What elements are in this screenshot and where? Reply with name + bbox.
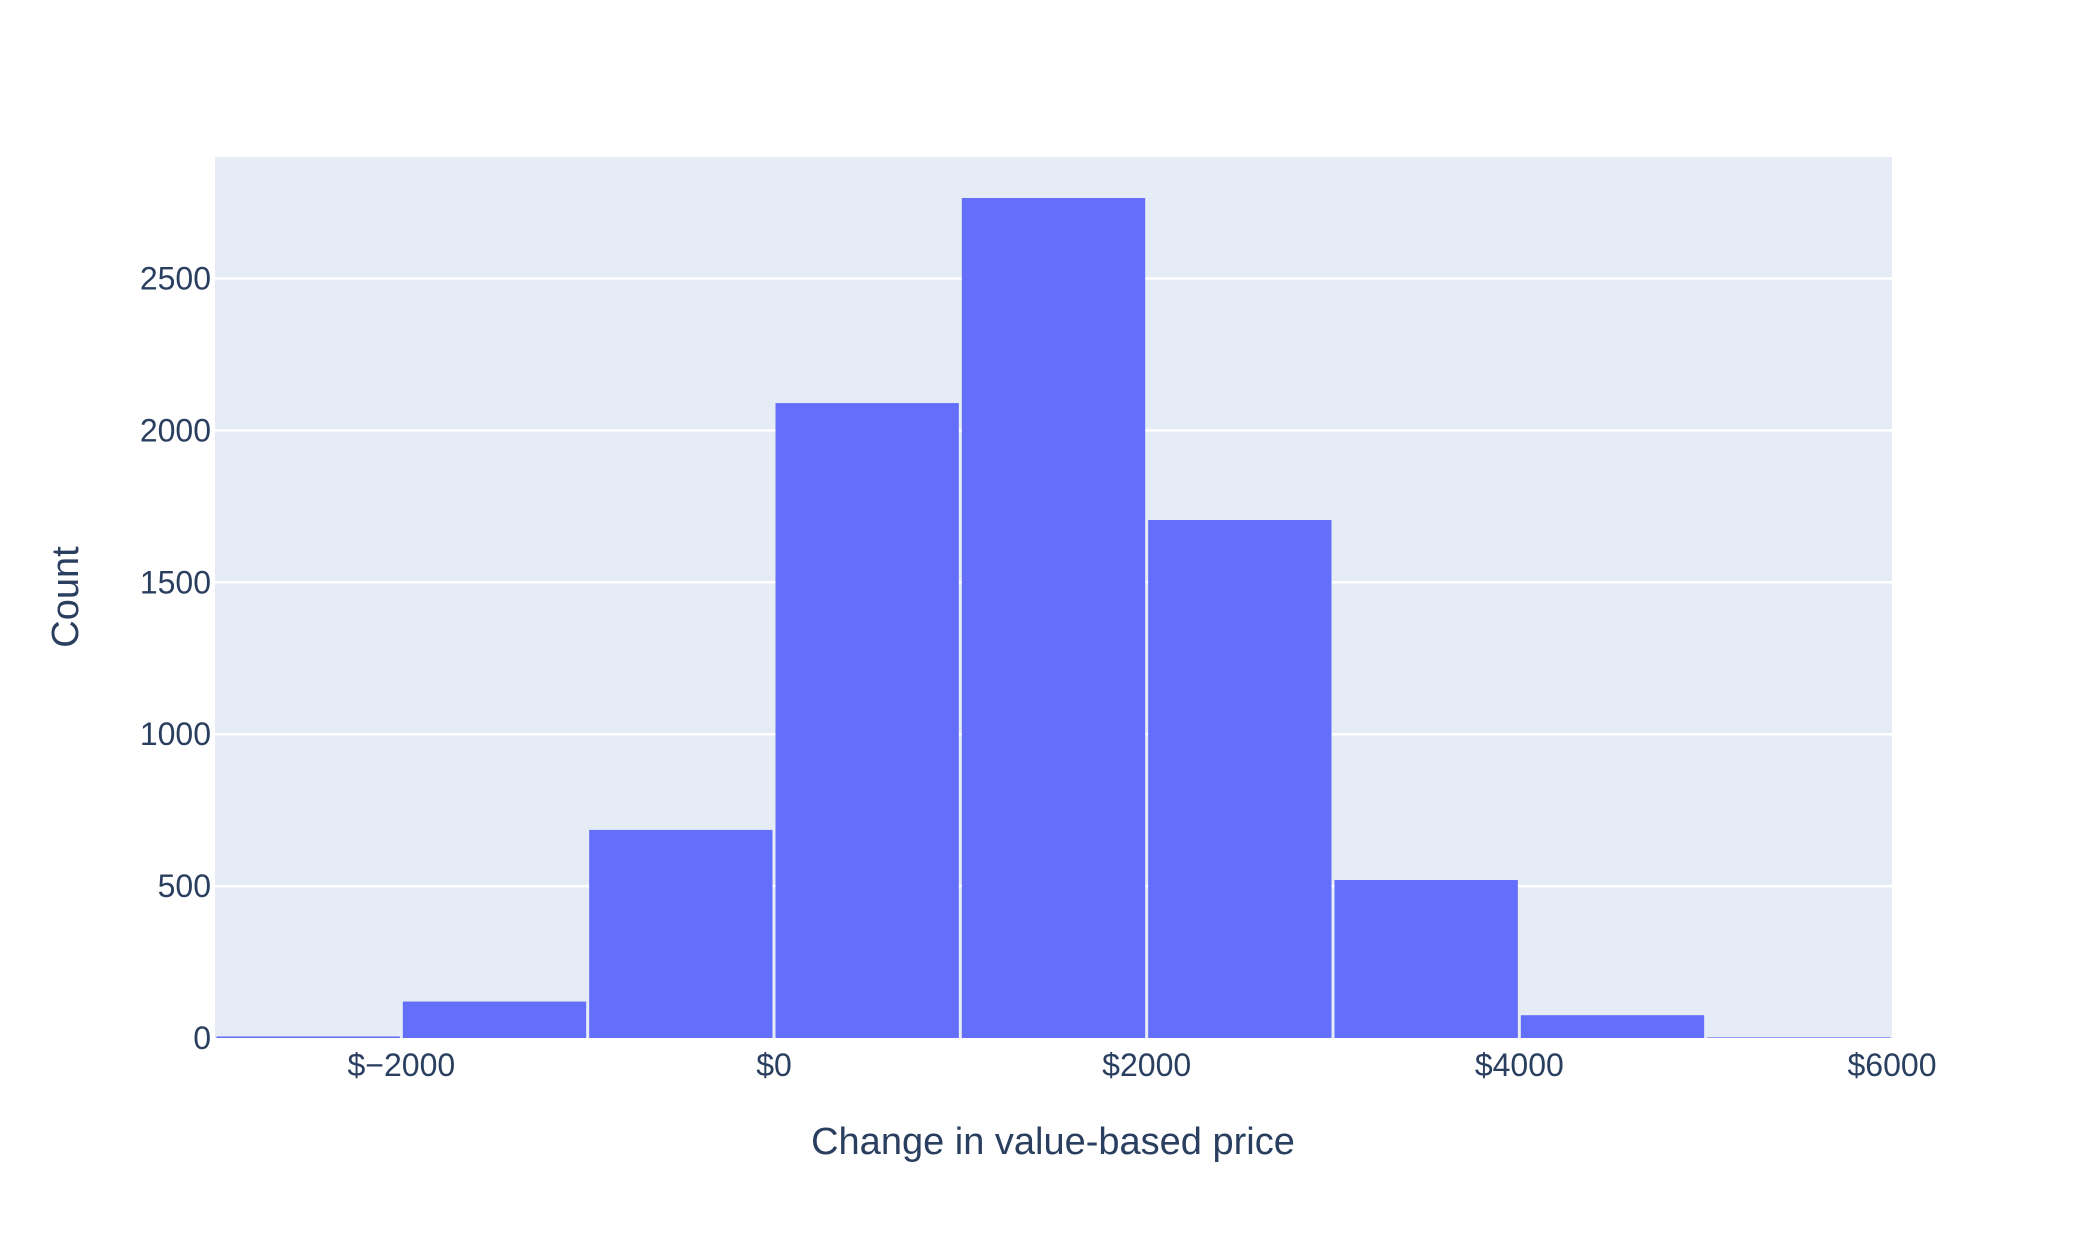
x-tick-label: $−2000 — [347, 1047, 455, 1083]
histogram-bar — [1148, 520, 1332, 1038]
x-tick-label: $0 — [756, 1047, 792, 1083]
y-tick-label: 2500 — [140, 261, 211, 297]
histogram-bar — [1707, 1037, 1891, 1038]
y-tick-label: 2000 — [140, 412, 211, 448]
histogram-bar — [775, 403, 959, 1039]
histogram-bar — [216, 1036, 400, 1038]
y-tick-label: 0 — [193, 1020, 211, 1056]
x-tick-label: $6000 — [1848, 1047, 1937, 1083]
x-tick-label: $2000 — [1102, 1047, 1191, 1083]
bars — [216, 198, 1891, 1039]
x-axis-ticks: $−2000 $0 $2000 $4000 $6000 — [347, 1047, 1936, 1083]
y-tick-label: 1500 — [140, 564, 211, 600]
y-tick-label: 500 — [158, 868, 211, 904]
y-tick-label: 1000 — [140, 716, 211, 752]
histogram-bar — [402, 1001, 587, 1038]
x-tick-label: $4000 — [1475, 1047, 1564, 1083]
y-axis-ticks: 0 500 1000 1500 2000 2500 — [140, 261, 211, 1056]
histogram-bar — [589, 829, 773, 1038]
histogram-bar — [961, 198, 1146, 1038]
y-axis-title: Count — [45, 546, 87, 648]
histogram-bar — [1520, 1015, 1705, 1038]
x-axis-title: Change in value-based price — [811, 1121, 1295, 1163]
histogram-bar — [1334, 880, 1518, 1038]
